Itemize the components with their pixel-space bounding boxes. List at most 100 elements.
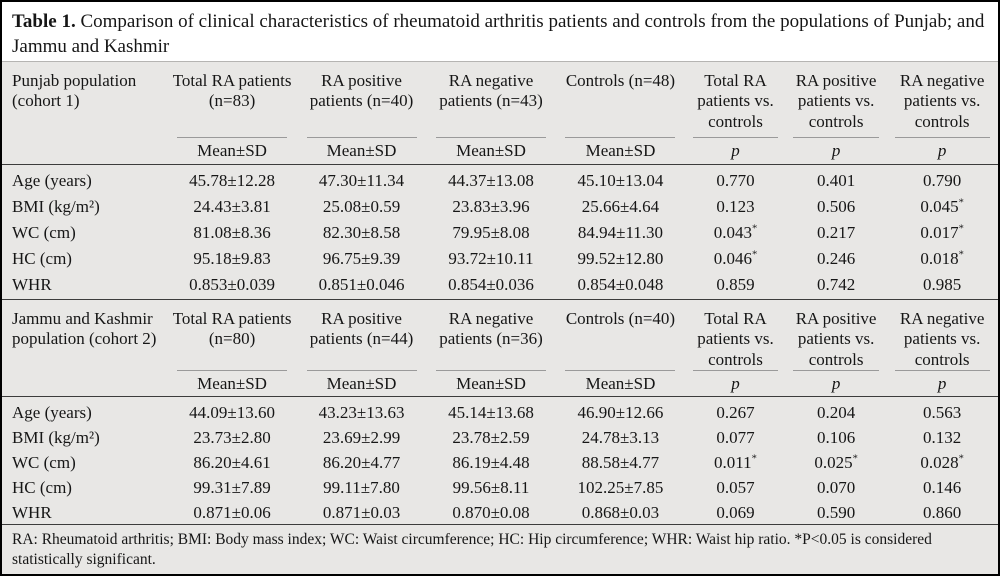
row-group-header-cell: Jammu and Kashmir population (cohort 2) [2, 300, 167, 397]
row-label: WC (cm) [12, 223, 76, 242]
header-underline [565, 370, 676, 372]
mean-sd-value: 23.69±2.99 [322, 427, 401, 447]
mean-sd-value: 46.90±12.66 [577, 402, 664, 422]
row-label: WHR [12, 275, 52, 294]
column-header-cell: RA negative patients (n=36) Mean±SD [426, 300, 555, 397]
column-header-label: Controls (n=48) [565, 71, 676, 90]
cohort-2-section: Jammu and Kashmir population (cohort 2) T… [2, 300, 998, 525]
header-underline [692, 137, 779, 138]
mean-sd-value: 84.94±11.30 [577, 223, 664, 242]
table-number: Table 1. [12, 11, 76, 32]
table-row: WC (cm) 81.08±8.36 82.30±8.58 79.95±8.08 84.… [2, 220, 998, 246]
header-underline [793, 370, 879, 372]
column-header-cell: Total RA patients vs. controls p [685, 62, 786, 164]
significance-asterisk: * [751, 452, 757, 464]
p-value: 0.070 [816, 477, 856, 497]
p-value: 0.025* [814, 452, 858, 472]
column-header-label: Total RA patients (n=80) [172, 309, 292, 349]
table-row: Age (years) 45.78±12.28 47.30±11.34 44.37±1… [2, 168, 998, 194]
row-label: BMI (kg/m²) [12, 427, 100, 447]
table-row: HC (cm) 95.18±9.83 96.75±9.39 93.72±10.11 99… [2, 246, 998, 272]
column-subheader: p [731, 374, 740, 394]
column-header-cell: RA negative patients (n=43) Mean±SD [426, 62, 555, 164]
p-value: 0.045* [920, 197, 964, 216]
row-group-header-label: Jammu and Kashmir population (cohort 2) [12, 309, 157, 349]
p-value: 0.123 [716, 197, 755, 216]
header-underline [692, 370, 779, 372]
mean-sd-value: 86.20±4.77 [322, 452, 401, 472]
mean-sd-value: 99.31±7.89 [193, 477, 271, 497]
mean-sd-value: 88.58±4.77 [581, 452, 660, 472]
table-row: WC (cm) 86.20±4.61 86.20±4.77 86.19±4.48 88.… [2, 450, 998, 475]
p-value: 0.859 [716, 275, 755, 294]
row-label: Age (years) [12, 171, 92, 190]
p-value: 0.770 [716, 171, 755, 190]
mean-sd-value: 44.09±13.60 [189, 402, 275, 422]
column-header-label: Total RA patients vs. controls [697, 309, 774, 369]
p-value: 0.790 [923, 171, 962, 190]
row-label: WC (cm) [12, 452, 76, 472]
mean-sd-value: 0.868±0.03 [581, 502, 660, 522]
mean-sd-value: 95.18±9.83 [193, 249, 271, 268]
row-label: HC (cm) [12, 477, 72, 497]
mean-sd-value: 81.08±8.36 [193, 223, 271, 242]
row-label: BMI (kg/m²) [12, 197, 100, 216]
header-underline [435, 137, 547, 138]
mean-sd-value: 47.30±11.34 [318, 171, 405, 190]
mean-sd-value: 23.78±2.59 [452, 427, 530, 447]
p-value: 0.217 [816, 223, 856, 242]
column-header-cell: Total RA patients (n=83) Mean±SD [167, 62, 296, 164]
mean-sd-value: 96.75±9.39 [322, 249, 401, 268]
p-value: 0.018* [920, 249, 964, 268]
mean-sd-value: 99.11±7.80 [323, 477, 400, 497]
header-underline [894, 370, 990, 372]
p-value: 0.506 [816, 197, 856, 216]
mean-sd-value: 23.73±2.80 [193, 427, 271, 447]
table-panel: Punjab population (cohort 1) Total RA pat… [2, 61, 998, 574]
header-underline [306, 137, 417, 138]
p-value: 0.077 [716, 427, 755, 447]
cohort-2-body: Age (years) 44.09±13.60 43.23±13.63 45.14±1… [2, 397, 998, 525]
mean-sd-value: 0.854±0.048 [577, 275, 664, 294]
header-underline [793, 137, 879, 138]
column-subheader: Mean±SD [456, 141, 526, 160]
column-subheader: p [831, 141, 841, 160]
mean-sd-value: 43.23±13.63 [318, 402, 405, 422]
header-underline [565, 137, 676, 138]
column-subheader: Mean±SD [326, 141, 397, 160]
column-subheader: p [831, 374, 841, 394]
column-header-cell: Total RA patients vs. controls p [685, 300, 786, 397]
significance-asterisk: * [958, 223, 964, 235]
column-header-label: RA positive patients vs. controls [795, 309, 877, 369]
column-header-label: RA positive patients vs. controls [795, 71, 877, 131]
mean-sd-value: 45.14±13.68 [448, 402, 534, 422]
header-underline [177, 370, 288, 372]
column-header-cell: Controls (n=48) Mean±SD [556, 62, 685, 164]
header-underline [435, 370, 547, 372]
column-header-label: RA negative patients vs. controls [899, 71, 985, 131]
header-underline [306, 370, 417, 372]
significance-asterisk: * [751, 249, 758, 261]
mean-sd-value: 23.83±3.96 [452, 197, 530, 216]
mean-sd-value: 24.78±3.13 [581, 427, 660, 447]
p-value: 0.246 [816, 249, 856, 268]
p-value: 0.069 [716, 502, 755, 522]
mean-sd-value: 79.95±8.08 [452, 223, 530, 242]
mean-sd-value: 25.66±4.64 [581, 197, 660, 216]
significance-asterisk: * [958, 249, 964, 261]
table-row: WHR 0.853±0.039 0.851±0.046 0.854±0.036 0.85… [2, 272, 998, 298]
column-header-label: RA negative patients vs. controls [899, 309, 985, 369]
significance-asterisk: * [958, 197, 964, 209]
p-value: 0.590 [816, 502, 856, 522]
row-group-header-label: Punjab population (cohort 1) [12, 71, 137, 111]
p-value: 0.017* [920, 223, 964, 242]
mean-sd-value: 0.871±0.03 [322, 502, 401, 522]
header-underline [177, 137, 288, 138]
mean-sd-value: 44.37±13.08 [448, 171, 534, 190]
header-underline [894, 137, 990, 138]
column-header-label: RA negative patients (n=36) [439, 309, 543, 349]
p-value: 0.132 [923, 427, 962, 447]
p-value: 0.563 [923, 402, 962, 422]
p-value: 0.401 [816, 171, 856, 190]
